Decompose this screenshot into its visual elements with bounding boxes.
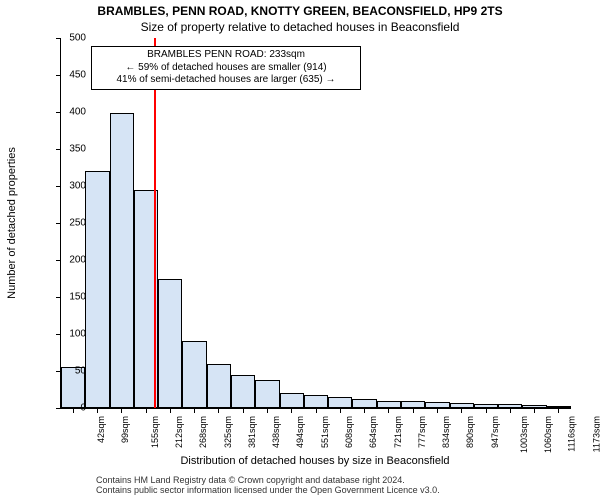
x-tick-label: 664sqm	[368, 416, 378, 448]
x-tick-label: 834sqm	[441, 416, 451, 448]
histogram-bar	[110, 113, 134, 408]
info-box: BRAMBLES PENN ROAD: 233sqm← 59% of detac…	[91, 46, 361, 90]
y-tick-label: 250	[46, 218, 86, 229]
histogram-bar	[182, 341, 206, 408]
chart-title-line2: Size of property relative to detached ho…	[0, 20, 600, 34]
x-tick-mark	[170, 408, 171, 413]
x-tick-mark	[340, 408, 341, 413]
x-tick-label: 551sqm	[320, 416, 330, 448]
y-tick-label: 300	[46, 181, 86, 192]
x-tick-mark	[218, 408, 219, 413]
x-tick-mark	[461, 408, 462, 413]
info-box-line3: 41% of semi-detached houses are larger (…	[96, 74, 356, 87]
y-tick-label: 50	[46, 366, 86, 377]
x-tick-label: 42sqm	[96, 416, 106, 443]
reference-line	[154, 38, 156, 408]
x-tick-label: 1003sqm	[519, 416, 529, 453]
x-tick-mark	[146, 408, 147, 413]
x-tick-mark	[388, 408, 389, 413]
footer-attribution: Contains HM Land Registry data © Crown c…	[96, 476, 440, 496]
histogram-bar	[231, 375, 255, 408]
histogram-bar	[85, 171, 109, 408]
x-tick-mark	[413, 408, 414, 413]
x-tick-label: 438sqm	[271, 416, 281, 448]
x-tick-label: 325sqm	[223, 416, 233, 448]
histogram-bar	[328, 397, 352, 408]
x-tick-label: 155sqm	[150, 416, 160, 448]
x-tick-label: 947sqm	[490, 416, 500, 448]
x-tick-label: 721sqm	[393, 416, 403, 448]
histogram-bar	[255, 380, 279, 408]
x-tick-label: 1173sqm	[591, 416, 600, 452]
x-tick-mark	[486, 408, 487, 413]
x-tick-label: 608sqm	[344, 416, 354, 448]
x-tick-mark	[267, 408, 268, 413]
x-tick-mark	[316, 408, 317, 413]
x-tick-mark	[243, 408, 244, 413]
x-tick-label: 1116sqm	[566, 416, 576, 452]
x-tick-mark	[534, 408, 535, 413]
x-tick-label: 890sqm	[465, 416, 475, 448]
y-tick-label: 150	[46, 292, 86, 303]
info-box-line2: ← 59% of detached houses are smaller (91…	[96, 62, 356, 75]
x-tick-mark	[97, 408, 98, 413]
x-tick-mark	[291, 408, 292, 413]
footer-line2: Contains public sector information licen…	[96, 486, 440, 496]
x-tick-label: 99sqm	[120, 416, 130, 443]
x-tick-label: 777sqm	[417, 416, 427, 448]
x-tick-label: 381sqm	[247, 416, 257, 448]
x-tick-label: 494sqm	[295, 416, 305, 448]
x-tick-mark	[510, 408, 511, 413]
histogram-bar	[280, 393, 304, 408]
plot-area: BRAMBLES PENN ROAD: 233sqm← 59% of detac…	[60, 38, 571, 409]
histogram-bar	[377, 401, 401, 408]
x-axis-label: Distribution of detached houses by size …	[60, 455, 570, 467]
y-tick-label: 100	[46, 329, 86, 340]
x-tick-mark	[194, 408, 195, 413]
x-tick-label: 268sqm	[198, 416, 208, 448]
histogram-bar	[158, 279, 182, 409]
x-tick-mark	[121, 408, 122, 413]
histogram-bar	[352, 399, 376, 408]
y-tick-label: 450	[46, 70, 86, 81]
y-tick-label: 350	[46, 144, 86, 155]
y-tick-label: 200	[46, 255, 86, 266]
y-tick-label: 0	[46, 403, 86, 414]
y-tick-label: 400	[46, 107, 86, 118]
info-box-line1: BRAMBLES PENN ROAD: 233sqm	[96, 49, 356, 62]
histogram-bar	[304, 395, 328, 408]
x-tick-label: 212sqm	[174, 416, 184, 448]
y-axis-label: Number of detached properties	[6, 38, 22, 408]
histogram-bar	[401, 401, 425, 408]
x-tick-mark	[558, 408, 559, 413]
x-tick-label: 1060sqm	[543, 416, 553, 453]
histogram-bar	[207, 364, 231, 408]
x-tick-mark	[437, 408, 438, 413]
y-tick-label: 500	[46, 33, 86, 44]
chart-title-line1: BRAMBLES, PENN ROAD, KNOTTY GREEN, BEACO…	[0, 4, 600, 18]
x-tick-mark	[364, 408, 365, 413]
